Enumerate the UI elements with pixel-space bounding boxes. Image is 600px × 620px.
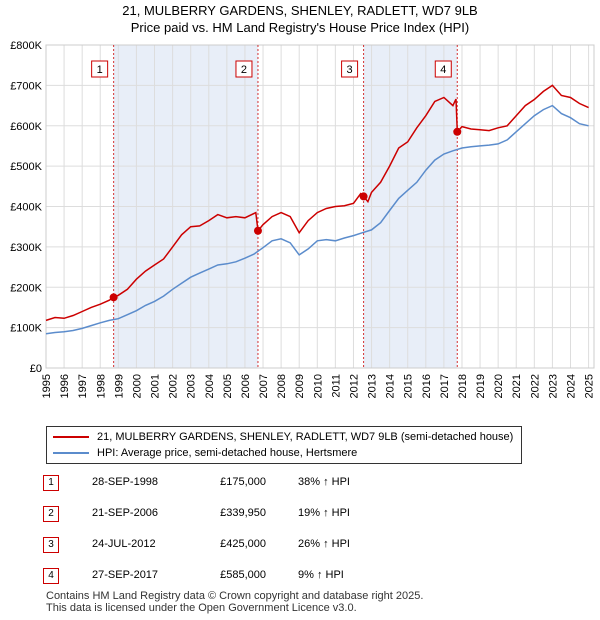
legend-label-property: 21, MULBERRY GARDENS, SHENLEY, RADLETT, …	[97, 431, 514, 443]
x-tick-label: 1995	[41, 374, 53, 398]
x-tick-label: 2017	[439, 374, 451, 398]
legend-swatch-property	[53, 436, 89, 439]
sale-marker-label: 3	[347, 64, 353, 76]
sale-date: 21-SEP-2006	[92, 507, 159, 519]
sale-marker-label: 1	[97, 64, 103, 76]
x-tick-label: 2006	[240, 374, 252, 398]
x-tick-label: 2009	[294, 374, 306, 398]
y-tick-label: £700K	[10, 80, 42, 92]
sale-point	[253, 226, 262, 235]
price-chart: £0 £100K £200K £300K £400K £500K £600K £700K £80…	[10, 40, 596, 398]
sale-marker-badge	[341, 60, 359, 78]
x-tick-label: 2016	[421, 374, 433, 398]
legend-swatch-hpi	[53, 452, 89, 455]
legend-label-hpi: HPI: Average price, semi-detached house,…	[97, 447, 358, 459]
x-tick-label: 2000	[131, 374, 143, 398]
sale-number-badge: 2	[43, 506, 59, 522]
sale-marker-label: 4	[440, 64, 446, 76]
sale-price: £425,000	[220, 538, 266, 550]
sale-marker-label: 2	[241, 64, 247, 76]
x-tick-label: 2010	[312, 374, 324, 398]
chart-subtitle: Price paid vs. HM Land Registry's House …	[130, 20, 470, 35]
x-tick-label: 2004	[204, 374, 216, 398]
x-tick-label: 2024	[565, 374, 577, 398]
sale-price: £585,000	[220, 569, 266, 581]
x-tick-label: 1998	[95, 374, 107, 398]
sale-number-badge: 3	[43, 537, 59, 553]
sale-point	[359, 192, 368, 201]
sale-hpi-change: 9% ↑ HPI	[298, 569, 344, 581]
x-tick-label: 2020	[493, 374, 505, 398]
x-tick-label: 2019	[475, 374, 487, 398]
y-tick-label: £800K	[10, 40, 42, 52]
x-tick-label: 2014	[385, 374, 397, 398]
y-tick-label: £400K	[10, 202, 42, 214]
sale-hpi-change: 38% ↑ HPI	[298, 476, 350, 488]
y-tick-label: £200K	[10, 282, 42, 294]
sale-point	[453, 127, 462, 136]
sale-hpi-change: 26% ↑ HPI	[298, 538, 350, 550]
x-tick-label: 2008	[276, 374, 288, 398]
legend-item-hpi: HPI: Average price, semi-detached house,…	[53, 445, 357, 461]
sale-date: 24-JUL-2012	[92, 538, 156, 550]
sale-row: 1 28-SEP-1998 £175,000 38% ↑ HPI	[0, 472, 600, 492]
sale-row: 3 24-JUL-2012 £425,000 26% ↑ HPI	[0, 534, 600, 554]
sale-number-badge: 4	[43, 568, 59, 584]
sale-row: 2 21-SEP-2006 £339,950 19% ↑ HPI	[0, 503, 600, 523]
sale-marker-badge	[434, 60, 452, 78]
x-tick-label: 2013	[367, 374, 379, 398]
x-tick-label: 2007	[258, 374, 270, 398]
x-tick-label: 2011	[330, 374, 342, 398]
sale-hpi-change: 19% ↑ HPI	[298, 507, 350, 519]
legend: 21, MULBERRY GARDENS, SHENLEY, RADLETT, …	[46, 426, 522, 464]
sale-marker-badge	[91, 60, 109, 78]
footer-licence: This data is licensed under the Open Gov…	[46, 602, 357, 614]
x-tick-label: 2023	[547, 374, 559, 398]
sale-date: 27-SEP-2017	[92, 569, 159, 581]
legend-item-property: 21, MULBERRY GARDENS, SHENLEY, RADLETT, …	[53, 429, 513, 445]
x-tick-label: 2005	[222, 374, 234, 398]
y-tick-label: £500K	[10, 161, 42, 173]
x-tick-label: 2002	[168, 374, 180, 398]
sale-point	[109, 293, 118, 302]
sale-price: £339,950	[220, 507, 266, 519]
chart-title: 21, MULBERRY GARDENS, SHENLEY, RADLETT, …	[122, 3, 478, 18]
sale-row: 4 27-SEP-2017 £585,000 9% ↑ HPI	[0, 565, 600, 585]
x-tick-label: 1999	[113, 374, 125, 398]
sale-number-badge: 1	[43, 475, 59, 491]
footer-attribution: Contains HM Land Registry data © Crown c…	[46, 590, 423, 614]
series-line-hpi	[45, 104, 589, 335]
y-tick-label: £300K	[10, 242, 42, 254]
footer-copyright: Contains HM Land Registry data © Crown c…	[46, 590, 424, 602]
x-tick-label: 2012	[348, 374, 360, 398]
sale-price: £175,000	[220, 476, 266, 488]
y-tick-label: £0	[30, 363, 42, 375]
x-tick-label: 2015	[403, 374, 415, 398]
y-tick-label: £600K	[10, 121, 42, 133]
y-tick-label: £100K	[10, 323, 42, 335]
x-tick-label: 2022	[529, 374, 541, 398]
x-tick-label: 2021	[511, 374, 523, 398]
x-tick-label: 1996	[59, 374, 71, 398]
sale-marker-badge	[235, 60, 253, 78]
x-tick-label: 1997	[77, 374, 89, 398]
sale-date: 28-SEP-1998	[92, 476, 159, 488]
x-tick-label: 2003	[186, 374, 198, 398]
series-line-property	[45, 84, 589, 322]
x-tick-label: 2001	[150, 374, 162, 398]
x-tick-label: 2025	[584, 374, 596, 398]
plot-frame	[45, 44, 595, 369]
x-tick-label: 2018	[457, 374, 469, 398]
